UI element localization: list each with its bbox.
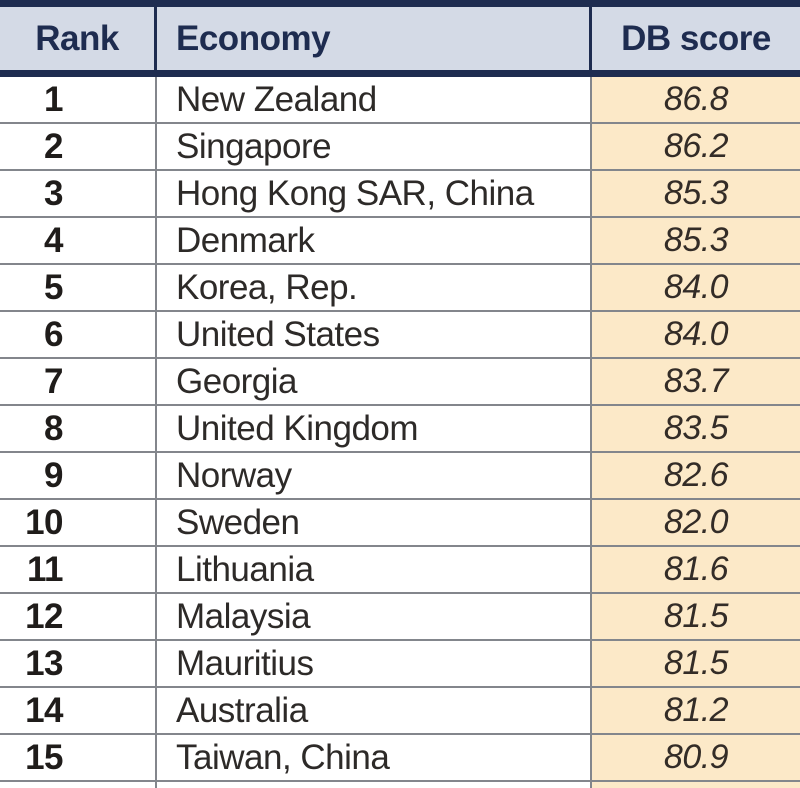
score-cell: 84.0 (592, 312, 800, 357)
score-cell: 81.6 (592, 547, 800, 592)
score-cell: 82.6 (592, 453, 800, 498)
economy-cell (157, 782, 592, 788)
rank-cell: 9 (0, 453, 157, 498)
economy-cell: Mauritius (157, 641, 592, 686)
score-cell: 83.5 (592, 406, 800, 451)
rank-cell: 5 (0, 265, 157, 310)
table-row: 10 Sweden 82.0 (0, 500, 800, 547)
score-cell: 80.9 (592, 735, 800, 780)
rank-cell: 11 (0, 547, 157, 592)
score-cell (592, 782, 800, 788)
economy-cell: Singapore (157, 124, 592, 169)
rank-cell: 2 (0, 124, 157, 169)
score-cell: 81.5 (592, 594, 800, 639)
table-top-border (0, 0, 800, 7)
table-row: 3 Hong Kong SAR, China 85.3 (0, 171, 800, 218)
economy-cell: Australia (157, 688, 592, 733)
rank-cell: 14 (0, 688, 157, 733)
rank-cell: 3 (0, 171, 157, 216)
table-row: 7 Georgia 83.7 (0, 359, 800, 406)
score-cell: 84.0 (592, 265, 800, 310)
score-cell: 83.7 (592, 359, 800, 404)
rank-cell: 4 (0, 218, 157, 263)
economy-cell: Norway (157, 453, 592, 498)
rank-cell: 1 (0, 77, 157, 122)
table-row: 8 United Kingdom 83.5 (0, 406, 800, 453)
rank-cell: 10 (0, 500, 157, 545)
economy-cell: Denmark (157, 218, 592, 263)
column-header-db-score: DB score (621, 18, 771, 58)
rank-cell: 8 (0, 406, 157, 451)
economy-cell: Hong Kong SAR, China (157, 171, 592, 216)
score-cell: 86.2 (592, 124, 800, 169)
economy-cell: United Kingdom (157, 406, 592, 451)
economy-cell: Lithuania (157, 547, 592, 592)
rank-cell: 15 (0, 735, 157, 780)
rank-cell: 7 (0, 359, 157, 404)
rank-cell (0, 782, 157, 788)
table-row: 14 Australia 81.2 (0, 688, 800, 735)
rank-cell: 13 (0, 641, 157, 686)
economy-cell: New Zealand (157, 77, 592, 122)
table-body: 1 New Zealand 86.8 2 Singapore 86.2 3 Ho… (0, 77, 800, 782)
economy-cell: Georgia (157, 359, 592, 404)
table-header-row: Rank Economy DB score (0, 7, 800, 70)
economy-cell: United States (157, 312, 592, 357)
table-row: 4 Denmark 85.3 (0, 218, 800, 265)
economy-cell: Malaysia (157, 594, 592, 639)
table-row: 6 United States 84.0 (0, 312, 800, 359)
header-separator-rule (0, 70, 800, 77)
score-cell: 81.5 (592, 641, 800, 686)
score-cell: 85.3 (592, 171, 800, 216)
table-row: 12 Malaysia 81.5 (0, 594, 800, 641)
score-cell: 82.0 (592, 500, 800, 545)
table-row: 9 Norway 82.6 (0, 453, 800, 500)
table-row: 5 Korea, Rep. 84.0 (0, 265, 800, 312)
table-row: 13 Mauritius 81.5 (0, 641, 800, 688)
table-row: 2 Singapore 86.2 (0, 124, 800, 171)
column-header-rank: Rank (0, 7, 157, 70)
score-cell: 85.3 (592, 218, 800, 263)
score-cell: 81.2 (592, 688, 800, 733)
economy-cell: Sweden (157, 500, 592, 545)
economy-cell: Korea, Rep. (157, 265, 592, 310)
table-row: 1 New Zealand 86.8 (0, 77, 800, 124)
table-row: 11 Lithuania 81.6 (0, 547, 800, 594)
economy-cell: Taiwan, China (157, 735, 592, 780)
partial-next-row (0, 782, 800, 788)
table-row: 15 Taiwan, China 80.9 (0, 735, 800, 782)
column-header-economy: Economy (157, 7, 592, 70)
rank-cell: 12 (0, 594, 157, 639)
rank-cell: 6 (0, 312, 157, 357)
score-cell: 86.8 (592, 77, 800, 122)
